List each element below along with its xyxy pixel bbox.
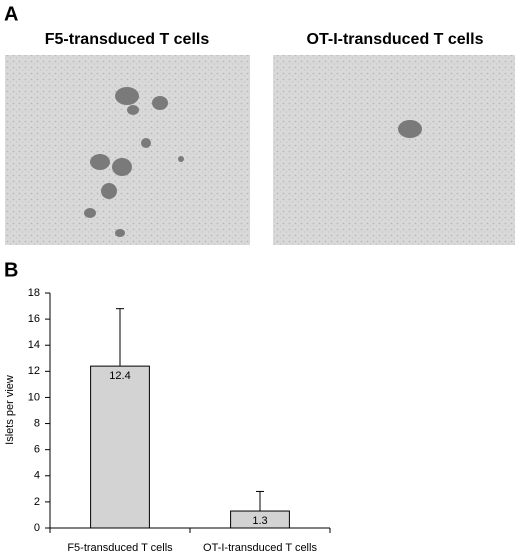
panel-label: A (4, 3, 18, 25)
value-label: 12.4 (109, 370, 130, 382)
y-tick-label: 2 (34, 496, 40, 508)
value-label: 1.3 (252, 515, 267, 527)
y-tick-label: 6 (34, 444, 40, 456)
y-tick-label: 14 (28, 339, 40, 351)
y-tick-label: 0 (34, 522, 40, 534)
micrograph (5, 55, 250, 245)
y-tick-label: 10 (28, 391, 40, 403)
x-tick-label: OT-I-transduced T cells (203, 542, 317, 554)
image-title: OT-I-transduced T cells (307, 31, 484, 48)
y-tick-label: 16 (28, 313, 40, 325)
y-tick-label: 18 (28, 287, 40, 299)
x-tick-label: F5-transduced T cells (67, 542, 173, 554)
y-tick-label: 8 (34, 417, 40, 429)
y-axis-label: Islets per view (4, 375, 16, 445)
panel-label: B (4, 259, 18, 281)
bar (90, 365, 150, 529)
micrograph (273, 55, 515, 245)
image-title: F5-transduced T cells (45, 31, 210, 48)
y-tick-label: 12 (28, 365, 40, 377)
y-tick-label: 4 (34, 470, 40, 482)
